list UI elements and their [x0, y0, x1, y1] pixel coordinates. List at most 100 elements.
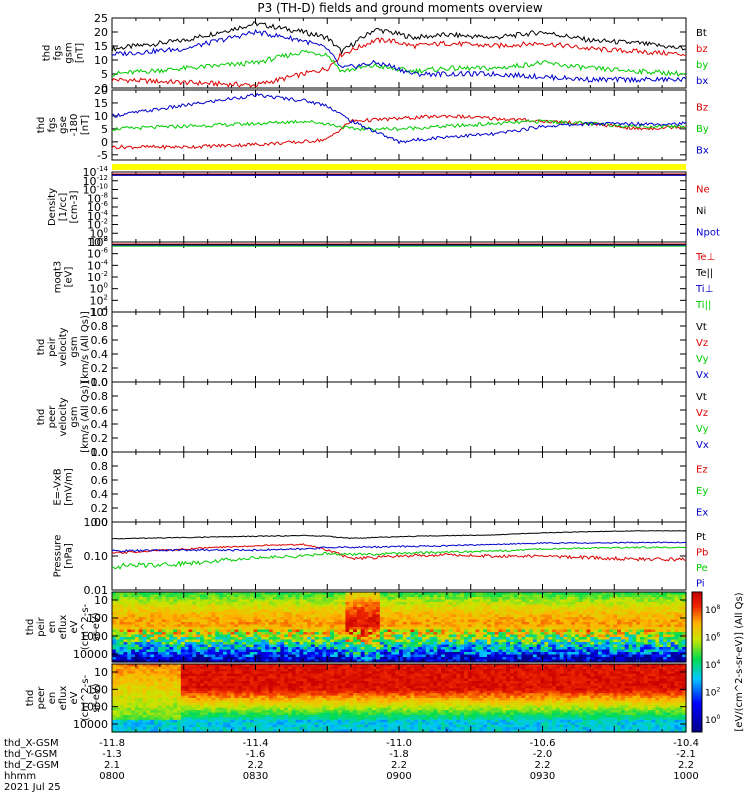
- heatmap-cell: [238, 654, 243, 658]
- heatmap-cell: [119, 614, 125, 618]
- heatmap-cell: [490, 657, 496, 661]
- heatmap-cell: [230, 592, 236, 596]
- y-tick-label: 0.2: [91, 362, 109, 375]
- heatmap-cell: [242, 649, 247, 653]
- heatmap-cell: [532, 594, 538, 598]
- heatmap-cell: [402, 622, 408, 626]
- heatmap-cell: [597, 622, 603, 626]
- heatmap-cell: [448, 627, 454, 631]
- heatmap-cell: [643, 639, 649, 643]
- heatmap-cell: [452, 637, 457, 641]
- heatmap-cell: [433, 652, 438, 656]
- heatmap-cell: [364, 649, 369, 653]
- heatmap-cell: [605, 592, 611, 596]
- heatmap-cell: [429, 612, 435, 616]
- heatmap-cell: [479, 632, 484, 636]
- heatmap-cell: [333, 627, 339, 631]
- heatmap-cell: [238, 644, 243, 648]
- heatmap-cell: [578, 632, 584, 636]
- heatmap-cell: [540, 639, 546, 643]
- heatmap-cell: [169, 652, 174, 656]
- heatmap-cell: [146, 609, 151, 613]
- heatmap-cell: [291, 652, 297, 656]
- heatmap-cell: [368, 639, 373, 643]
- heatmap-cell: [284, 607, 289, 611]
- heatmap-cell: [456, 592, 461, 596]
- heatmap-cell: [674, 592, 679, 596]
- heatmap-cell: [119, 604, 125, 608]
- heatmap-cell: [456, 617, 461, 621]
- heatmap-cell: [322, 592, 327, 596]
- heatmap-cell: [295, 634, 301, 638]
- heatmap-cell: [161, 649, 167, 653]
- heatmap-cell: [310, 622, 316, 626]
- heatmap-cell: [161, 652, 167, 656]
- heatmap-cell: [467, 594, 473, 598]
- heatmap-cell: [502, 627, 507, 631]
- heatmap-cell: [372, 624, 377, 628]
- heatmap-cell: [307, 629, 312, 633]
- heatmap-cell: [188, 627, 193, 631]
- heatmap-cell: [345, 637, 350, 641]
- heatmap-cell: [318, 624, 324, 628]
- heatmap-cell: [238, 652, 243, 656]
- heatmap-cell: [601, 599, 607, 603]
- heatmap-cell: [265, 634, 270, 638]
- heatmap-cell: [115, 673, 121, 677]
- heatmap-cell: [628, 634, 634, 638]
- heatmap-cell: [353, 644, 358, 648]
- heatmap-cell: [444, 609, 450, 613]
- heatmap-cell: [230, 619, 236, 623]
- y-tick-label: 1000: [80, 630, 108, 643]
- heatmap-cell: [590, 659, 595, 663]
- heatmap-cell: [314, 612, 320, 616]
- heatmap-cell: [123, 729, 128, 733]
- heatmap-cell: [154, 659, 159, 663]
- heatmap-cell: [200, 659, 205, 663]
- heatmap-cell: [406, 624, 412, 628]
- heatmap-cell: [529, 637, 534, 641]
- heatmap-cell: [509, 599, 515, 603]
- heatmap-cell: [387, 607, 392, 611]
- heatmap-cell: [169, 599, 174, 603]
- heatmap-cell: [226, 614, 232, 618]
- heatmap-cell: [288, 629, 293, 633]
- heatmap-cell: [597, 614, 603, 618]
- heatmap-cell: [215, 627, 220, 631]
- heatmap-cell: [169, 617, 174, 621]
- heatmap-cell: [506, 619, 511, 623]
- heatmap-cell: [349, 607, 354, 611]
- heatmap-cell: [647, 654, 653, 658]
- heatmap-cell: [112, 647, 117, 651]
- heatmap-cell: [597, 599, 603, 603]
- heatmap-cell: [555, 619, 561, 623]
- heatmap-cell: [628, 609, 634, 613]
- heatmap-cell: [330, 597, 335, 601]
- heatmap-cell: [666, 652, 672, 656]
- heatmap-cell: [448, 634, 454, 638]
- heatmap-cell: [196, 604, 201, 608]
- heatmap-cell: [448, 647, 454, 651]
- heatmap-cell: [540, 599, 546, 603]
- heatmap-cell: [142, 637, 148, 641]
- heatmap-cell: [555, 597, 561, 601]
- heatmap-cell: [360, 594, 366, 598]
- heatmap-cell: [222, 632, 228, 636]
- heatmap-cell: [506, 637, 511, 641]
- heatmap-cell: [215, 607, 220, 611]
- heatmap-cell: [555, 624, 561, 628]
- heatmap-cell: [265, 659, 270, 663]
- heatmap-cell: [536, 634, 542, 638]
- heatmap-cell: [414, 619, 419, 623]
- heatmap-cell: [506, 649, 511, 653]
- heatmap-cell: [663, 599, 668, 603]
- heatmap-cell: [165, 629, 170, 633]
- heatmap-cell: [666, 597, 672, 601]
- heatmap-cell: [157, 634, 163, 638]
- heatmap-cell: [119, 671, 125, 675]
- heatmap-cell: [418, 602, 423, 606]
- heatmap-cell: [670, 637, 676, 641]
- heatmap-cell: [230, 637, 236, 641]
- heatmap-cell: [364, 639, 369, 643]
- heatmap-cell: [284, 639, 289, 643]
